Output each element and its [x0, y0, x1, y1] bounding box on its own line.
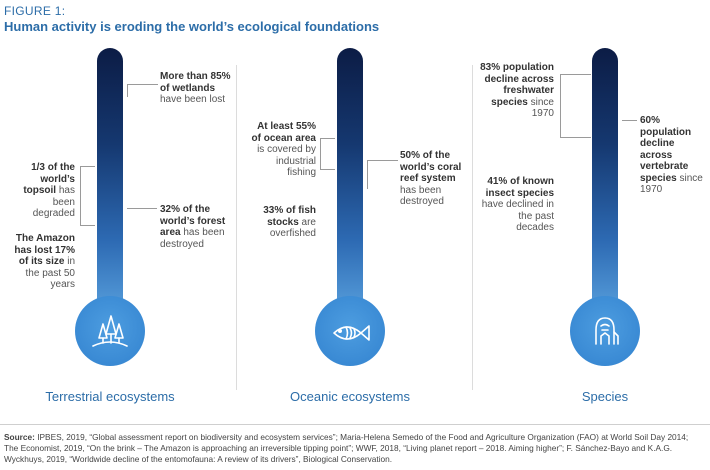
connector-line	[127, 208, 157, 210]
annotation-fish-stocks: 33% of fish stocks are overfished	[247, 205, 316, 240]
annotation-wetlands: More than 85% of wetlands have been lost	[160, 71, 235, 106]
oceanic-bulb	[315, 296, 385, 366]
figure-label: FIGURE 1:	[4, 4, 66, 18]
annotation-text: in the past 50 years	[25, 256, 75, 290]
source-divider	[0, 424, 710, 425]
source-text: IPBES, 2019, “Global assessment report o…	[4, 432, 689, 464]
annotation-text: has been destroyed	[160, 227, 225, 250]
connector-line	[622, 120, 637, 122]
source-label: Source:	[4, 432, 35, 442]
gorilla-icon	[595, 317, 619, 345]
annotation-bold: 33% of fish stocks	[263, 205, 316, 228]
annotation-bold: At least 55% of ocean area	[251, 121, 316, 144]
annotation-amazon: The Amazon has lost 17% of its size in t…	[14, 233, 75, 291]
terrestrial-thermometer	[97, 48, 123, 323]
annotation-freshwater: 83% population decline across freshwater…	[480, 62, 554, 120]
annotation-text: has been destroyed	[400, 184, 444, 208]
annotation-text: are overfished	[269, 216, 316, 240]
connector-line	[560, 74, 591, 138]
annotation-bold: 41% of known insect species	[485, 176, 554, 199]
annotation-text: has been degraded	[32, 185, 75, 219]
column-divider	[472, 65, 473, 390]
annotation-bold: More than 85% of wetlands	[160, 71, 231, 94]
annotation-bold: 1/3 of the world’s topsoil	[23, 162, 75, 196]
connector-line	[127, 84, 158, 97]
species-label: Species	[581, 389, 629, 404]
species-bulb	[570, 296, 640, 366]
annotation-bold: 32% of the world’s forest area	[160, 204, 226, 238]
annotation-insects: 41% of known insect species have decline…	[480, 176, 554, 234]
fish-icon	[333, 325, 370, 341]
annotation-coral: 50% of the world’s coral reef system has…	[400, 150, 472, 208]
annotation-ocean-area: At least 55% of ocean area is covered by…	[247, 121, 316, 179]
annotation-text: since 1970	[527, 96, 554, 120]
connector-line	[367, 160, 398, 189]
oceanic-label: Oceanic ecosystems	[290, 389, 410, 404]
column-divider	[236, 65, 237, 390]
annotation-bold: 50% of the world’s coral reef system	[400, 150, 462, 184]
source-note: Source: IPBES, 2019, “Global assessment …	[4, 432, 704, 465]
annotation-text: have been lost	[160, 94, 226, 105]
connector-line	[80, 166, 95, 226]
annotation-bold: The Amazon has lost 17% of its size	[14, 233, 75, 267]
terrestrial-bulb	[75, 296, 145, 366]
annotation-text: since 1970	[640, 172, 703, 196]
connector-line	[320, 138, 335, 170]
annotation-topsoil: 1/3 of the world’s topsoil has been degr…	[18, 162, 75, 220]
figure-title: Human activity is eroding the world’s ec…	[4, 19, 380, 34]
annotation-text: have declined in the past decades	[481, 199, 554, 233]
annotation-vertebrate: 60% population decline across vertebrate…	[640, 115, 708, 196]
annotation-forest: 32% of the world’s forest area has been …	[160, 204, 235, 250]
terrestrial-label: Terrestrial ecosystems	[45, 389, 175, 404]
oceanic-thermometer	[337, 48, 363, 323]
annotation-bold: 83% population decline across freshwater…	[480, 62, 554, 108]
annotation-bold: 60% population decline across vertebrate…	[640, 115, 692, 184]
species-thermometer	[592, 48, 618, 323]
trees-icon	[92, 315, 128, 347]
annotation-text: is covered by industrial fishing	[257, 144, 316, 178]
